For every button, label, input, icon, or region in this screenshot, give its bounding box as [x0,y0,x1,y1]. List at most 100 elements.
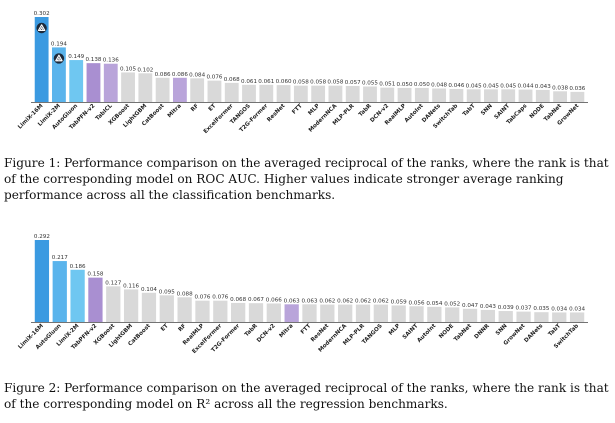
value-label-autoint: 0.054 [426,301,442,307]
tick-label-autoint: AutoInt [416,323,437,344]
bar-chart-classification: 0.302LimiX-16M0.194LimiX-2M0.149AutoGluo… [17,11,588,135]
tick-label-snn: SNN [480,103,494,117]
bar-switchtab [449,89,464,102]
tick-label-rf: RF [178,323,188,333]
tick-label-et: ET [160,323,170,333]
bar-tabr [363,86,377,102]
bar-switchtab [569,312,585,322]
tick-label-snn: SNN [495,323,509,337]
value-label-ftt: 0.063 [301,298,317,304]
bar-saint [501,89,516,102]
bar-excelformer [213,300,228,322]
bar-resnet [320,304,335,322]
value-label-realmlp: 0.050 [397,82,413,88]
value-label-resnet: 0.062 [319,299,335,305]
value-label-realmlp: 0.076 [194,295,210,301]
value-label-t2g-former: 0.068 [230,297,246,303]
bar-tabnet [462,308,478,322]
bar-ftt [293,85,308,102]
bar-snn [484,89,498,102]
value-label-limix-16m: 0.292 [34,234,50,240]
tick-label-mitra: Mitra [279,323,295,339]
figure-2-caption: Figure 2: Performance comparison on the … [4,381,609,411]
value-label-lightgbm: 0.116 [123,283,139,289]
bar-mlp-plr [345,85,360,102]
value-label-mlp: 0.059 [391,299,407,305]
bar-autogluon [69,60,84,102]
bar-tangos [373,304,388,322]
value-label-xgboost: 0.105 [120,66,136,72]
bar-tabr [248,303,264,322]
value-label-et: 0.076 [206,75,222,81]
tick-label-et: ET [208,103,218,113]
tick-label-tabnet: TabNet [453,323,473,343]
bar-catboost [141,292,157,322]
value-label-rf: 0.088 [177,291,193,297]
value-label-tabt: 0.045 [466,83,482,89]
value-label-mlp-plr: 0.062 [355,299,371,305]
value-label-xgboost: 0.127 [105,280,121,286]
value-label-tabcaps: 0.044 [518,84,534,90]
value-label-ftt: 0.058 [293,80,309,86]
bar-modernnca [328,85,343,102]
value-label-mlp-plr: 0.057 [345,80,361,86]
value-label-autogluon: 0.149 [68,54,84,60]
value-label-switchtab: 0.046 [448,83,464,89]
bar-xgboost [121,72,135,102]
bar-mlp [391,305,406,322]
value-label-t2g-former: 0.061 [258,79,274,85]
bar-resnet [276,85,291,102]
value-label-limix-2m: 0.186 [70,264,86,270]
bar-rf [177,297,192,322]
bar-mlp-plr [355,304,371,322]
bar-ftt [302,304,317,322]
bar-lightgbm [138,73,153,102]
bar-dnnr [480,309,496,322]
value-label-mlp: 0.058 [310,80,326,86]
bar-mitra [284,304,299,322]
bar-grownet [570,91,585,102]
value-label-node: 0.043 [535,84,551,90]
value-label-mitra: 0.086 [172,72,188,78]
tick-label-tabr: TabR [358,103,373,118]
bar-snn [498,311,513,322]
tick-label-dnnr: DNNR [474,323,492,341]
value-label-tabr: 0.067 [248,297,264,303]
tick-label-ftt: FTT [291,103,304,116]
tick-label-resnet: ResNet [266,103,286,123]
limix-logo-icon [53,53,65,64]
value-label-tangos: 0.061 [241,79,257,85]
bar-catboost [155,77,170,102]
bar-tabpfn-v2 [88,277,103,322]
value-label-saint: 0.045 [500,83,516,89]
tick-label-rf: RF [190,103,200,113]
value-label-rf: 0.084 [189,72,205,78]
value-label-tangos: 0.062 [373,299,389,305]
value-label-tabpfn-v2: 0.138 [85,57,101,63]
tick-label-mlp: MLP [307,103,321,117]
figure-1-caption: Figure 1: Performance comparison on the … [4,156,609,202]
value-label-dcn-v2: 0.066 [266,297,282,303]
bar-tabpfn-v2 [86,63,101,102]
limix-logo-icon [36,22,47,34]
value-label-danets: 0.035 [533,306,549,312]
value-label-tabr: 0.055 [362,81,378,87]
value-label-tabnet: 0.047 [462,303,478,309]
bar-node [535,89,550,102]
value-label-tabicl: 0.136 [103,58,119,64]
value-label-switchtab: 0.034 [569,306,585,312]
bar-t2g-former [231,302,246,322]
bar-node [445,307,460,322]
value-label-grownet: 0.036 [569,86,585,92]
bar-limix-16m [34,17,49,102]
bar-rf [190,78,205,102]
value-label-resnet: 0.060 [276,79,292,85]
tick-label-tabr: TabR [244,323,259,338]
value-label-dcn-v2: 0.051 [379,82,395,88]
value-label-tabt: 0.034 [551,306,567,312]
bar-autoint [427,306,442,322]
value-label-modernnca: 0.058 [327,80,343,86]
value-label-catboost: 0.104 [141,287,157,293]
tick-label-node: NODE [438,323,455,340]
bar-danets [534,312,549,322]
